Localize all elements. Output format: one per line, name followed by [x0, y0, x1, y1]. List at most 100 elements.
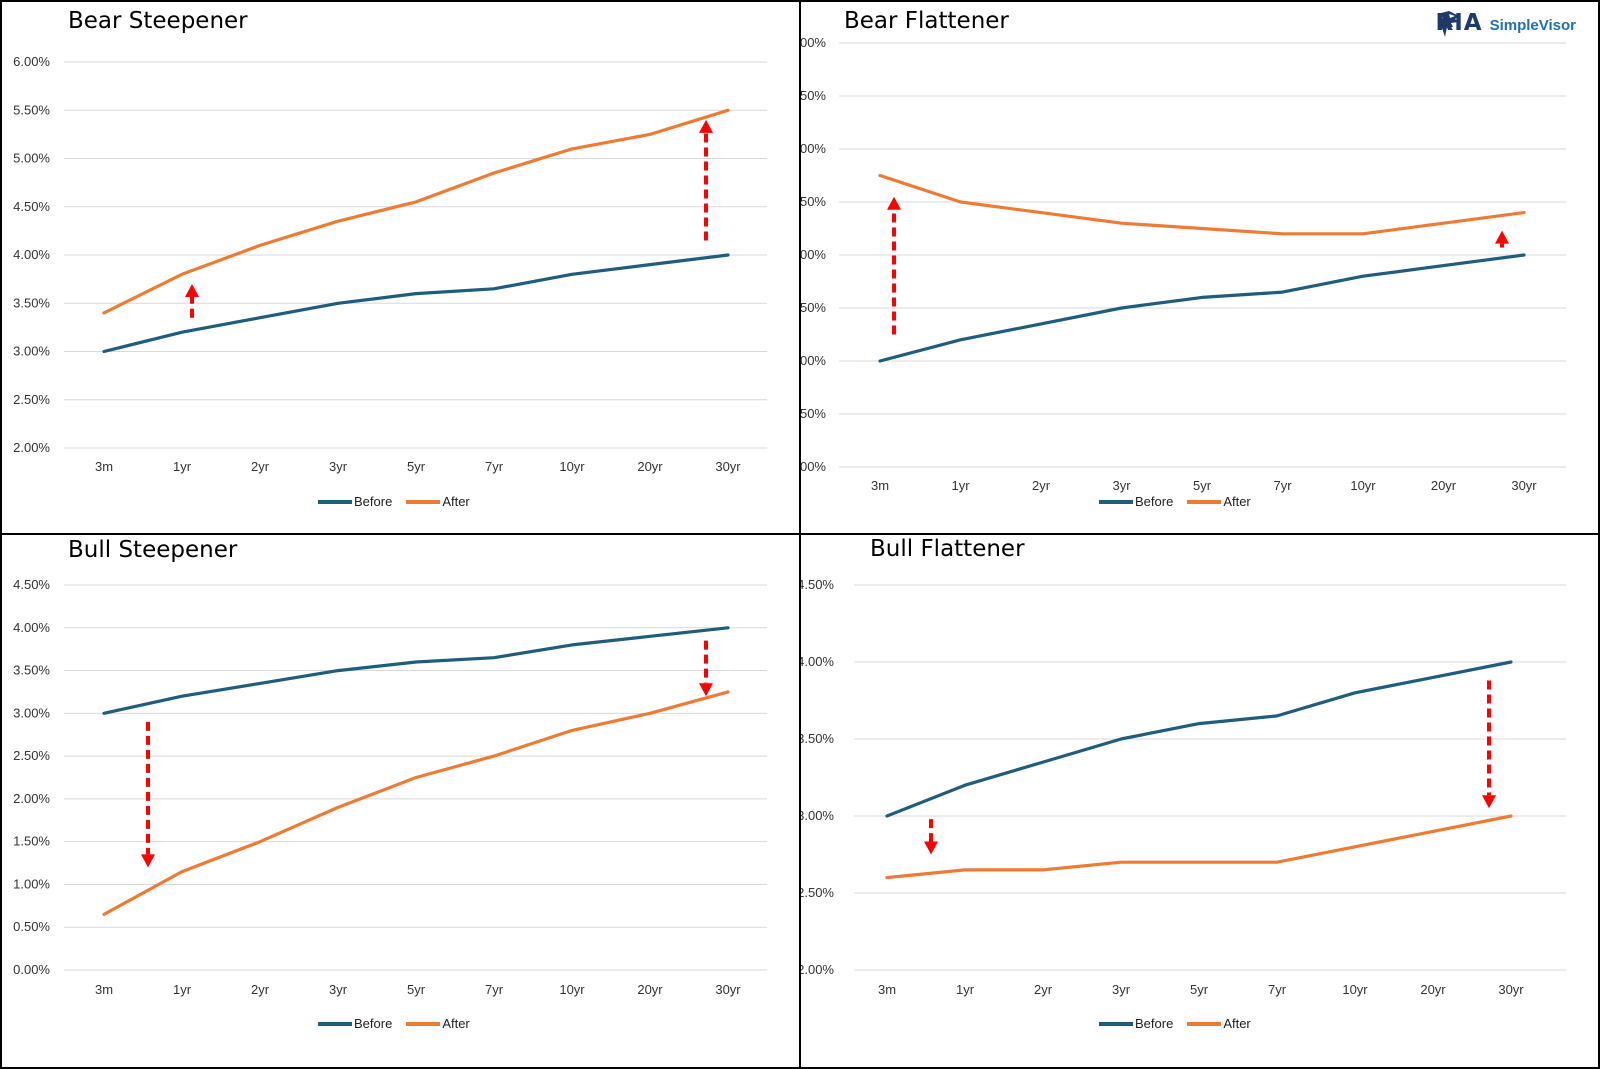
bull-flattener-chart: 2.00% 2.50% 3.00% 3.50% 4.00% 4.50% 3m 1yr 2yr 3y…: [801, 577, 1566, 997]
x-tick-label: 2yr: [251, 459, 270, 474]
bear-flattener-panel: 2.00% 2.50% 3.00% 3.50% 4.00% 4.50% 5.00% 5.50%…: [799, 0, 1600, 535]
legend-after-label: After: [1223, 494, 1251, 509]
legend-after: After: [1187, 494, 1251, 509]
y-tick-label: 3.00%: [13, 705, 50, 720]
series-line-before: [885, 660, 1513, 818]
y-tick-label: 2.00%: [13, 440, 50, 455]
legend-before: Before: [318, 1016, 392, 1031]
bear-steepener-chart: 2.00% 2.50% 3.00% 3.50% 4.00% 4.50% 5.00% 5.50%…: [13, 54, 767, 474]
x-tick-label: 5yr: [1193, 478, 1212, 493]
legend-before-swatch: [318, 499, 352, 504]
chart-title: Bull Flattener: [870, 536, 1025, 562]
y-tick-label: 3.50%: [801, 731, 834, 746]
x-tick-label: 10yr: [559, 459, 585, 474]
x-tick-label: 20yr: [637, 459, 663, 474]
chart-title: Bear Steepener: [68, 8, 248, 34]
x-tick-label: 30yr: [715, 982, 741, 997]
y-tick-label: 4.50%: [13, 199, 50, 214]
logo-simplevisor-text: SimpleVisor: [1489, 16, 1576, 34]
x-tick-label: 3yr: [1112, 478, 1131, 493]
legend-before: Before: [318, 494, 392, 509]
series-line-after: [878, 173, 1526, 236]
y-tick-label: 2.50%: [13, 748, 50, 763]
legend-after-swatch: [406, 499, 441, 504]
y-tick-label: 2.00%: [801, 962, 834, 977]
x-tick-label: 30yr: [1511, 478, 1537, 493]
y-tick-label: 0.50%: [13, 919, 50, 934]
legend-before-swatch: [1099, 499, 1133, 504]
x-tick-label: 3yr: [1112, 982, 1131, 997]
x-tick-label: 3m: [878, 982, 896, 997]
y-tick-label: 3.50%: [13, 663, 50, 678]
x-tick-label: 7yr: [1268, 982, 1287, 997]
y-tick-label: 3.00%: [801, 808, 834, 823]
y-tick-label: 4.50%: [801, 577, 834, 592]
series-line-after: [102, 108, 730, 315]
y-tick-label: 2.50%: [13, 392, 50, 407]
x-tick-label: 1yr: [173, 459, 192, 474]
legend: Before After: [1099, 1016, 1265, 1031]
legend-after-swatch: [1187, 499, 1222, 504]
x-tick-label: 2yr: [1032, 478, 1051, 493]
legend: Before After: [318, 494, 484, 509]
chart-title: Bull Steepener: [68, 537, 238, 563]
y-tick-label: 3.50%: [801, 300, 826, 315]
y-tick-label: 2.50%: [801, 885, 834, 900]
x-tick-label: 3m: [95, 982, 113, 997]
y-tick-label: 2.00%: [13, 791, 50, 806]
legend-after-label: After: [442, 494, 470, 509]
x-tick-label: 5yr: [407, 459, 426, 474]
legend-after: After: [406, 1016, 470, 1031]
arrow-up: [887, 196, 901, 335]
y-tick-label: 5.50%: [13, 102, 50, 117]
y-tick-label: 3.50%: [13, 295, 50, 310]
legend-before-label: Before: [1135, 494, 1174, 509]
y-tick-label: 4.50%: [13, 577, 50, 592]
arrow-down: [141, 721, 155, 868]
arrow-down: [699, 640, 713, 697]
y-tick-label: 4.00%: [801, 247, 826, 262]
legend-before: Before: [1099, 1016, 1173, 1031]
x-tick-label: 10yr: [1342, 982, 1368, 997]
y-tick-label: 3.00%: [13, 344, 50, 359]
series-line-before: [102, 253, 730, 354]
legend-after: After: [406, 494, 470, 509]
y-tick-label: 5.00%: [801, 141, 826, 156]
legend: Before After: [1099, 494, 1265, 509]
arrow-up: [699, 119, 713, 241]
legend-after: After: [1187, 1016, 1251, 1031]
bull-steepener-panel: 0.00% 0.50% 1.00% 1.50% 2.00% 2.50% 3.00% 3.50%…: [0, 533, 801, 1069]
legend-after-label: After: [1223, 1016, 1251, 1031]
bull-steepener-chart: 0.00% 0.50% 1.00% 1.50% 2.00% 2.50% 3.00% 3.50%…: [13, 577, 767, 997]
x-tick-label: 1yr: [956, 982, 975, 997]
x-tick-label: 2yr: [251, 982, 270, 997]
legend-before-label: Before: [354, 1016, 393, 1031]
series-line-before: [102, 626, 730, 715]
x-tick-label: 7yr: [1273, 478, 1292, 493]
y-tick-label: 4.00%: [13, 620, 50, 635]
y-tick-label: 5.00%: [13, 151, 50, 166]
legend-before-swatch: [1099, 1021, 1133, 1026]
series-line-after: [102, 690, 730, 916]
arrow-up: [1495, 230, 1509, 248]
legend-before-label: Before: [1135, 1016, 1174, 1031]
legend: Before After: [318, 1016, 484, 1031]
x-tick-label: 1yr: [173, 982, 192, 997]
bear-flattener-chart: 2.00% 2.50% 3.00% 3.50% 4.00% 4.50% 5.00% 5.50%…: [801, 35, 1566, 493]
series-line-after: [885, 814, 1513, 880]
x-tick-label: 1yr: [951, 478, 970, 493]
x-tick-label: 20yr: [637, 982, 663, 997]
bull-flattener-panel: 2.00% 2.50% 3.00% 3.50% 4.00% 4.50% 3m 1yr 2yr 3y…: [799, 533, 1600, 1069]
x-tick-label: 5yr: [407, 982, 426, 997]
x-tick-label: 7yr: [485, 459, 504, 474]
x-tick-label: 30yr: [1498, 982, 1524, 997]
legend-after-swatch: [406, 1021, 441, 1026]
legend-after-swatch: [1187, 1021, 1222, 1026]
x-tick-label: 3yr: [329, 459, 348, 474]
y-tick-label: 1.50%: [13, 834, 50, 849]
y-tick-label: 6.00%: [13, 54, 50, 69]
x-tick-label: 3m: [95, 459, 113, 474]
arrow-down: [1482, 680, 1496, 809]
series-line-before: [878, 253, 1526, 363]
x-tick-label: 10yr: [559, 982, 585, 997]
